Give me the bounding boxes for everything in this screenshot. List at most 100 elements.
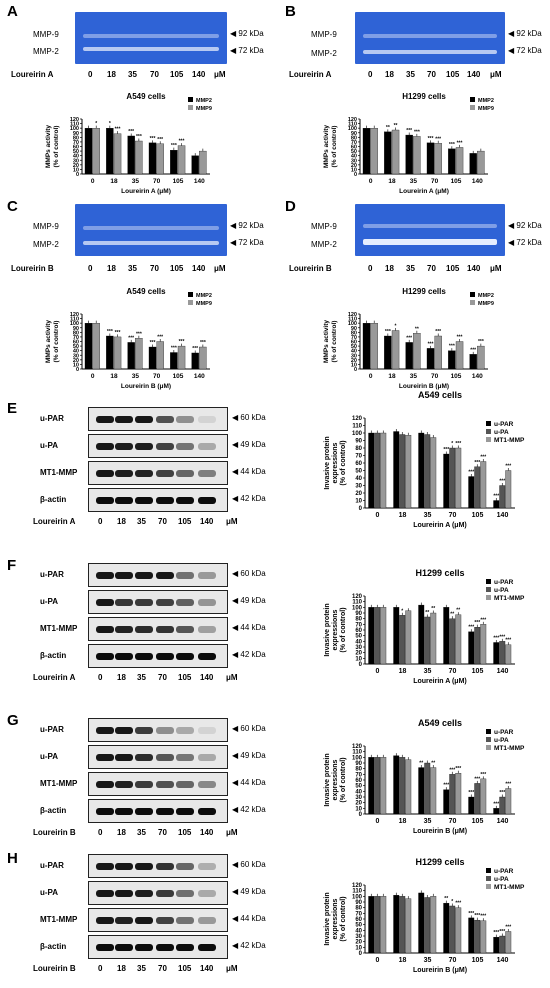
significance-mark: *** (179, 139, 185, 145)
y-tick-label: 30 (73, 158, 79, 164)
y-tick-label: 60 (355, 917, 362, 923)
bar (468, 796, 475, 815)
y-tick-label: 90 (73, 131, 79, 137)
bar (106, 128, 114, 175)
significance-mark: *** (107, 329, 113, 335)
x-tick-label: 0 (91, 178, 95, 185)
y-tick-label: 50 (355, 469, 362, 475)
kda-marker: ◀ 60 kDa (232, 860, 266, 869)
y-tick-label: 0 (354, 172, 357, 178)
bar (449, 905, 456, 954)
legend-label: u-PAR (494, 421, 514, 428)
conc-label: 0 (88, 70, 93, 79)
y-tick-label: 0 (76, 367, 79, 373)
blot-band (135, 889, 153, 897)
significance-mark: *** (449, 142, 455, 148)
significance-mark: *** (468, 911, 474, 917)
blot-band (135, 625, 153, 633)
bar (362, 323, 371, 370)
bar (455, 447, 462, 509)
bar (84, 128, 93, 175)
bar (413, 333, 421, 370)
legend-swatch (486, 587, 491, 592)
blot-strip (88, 563, 228, 587)
significance-mark: *** (435, 136, 441, 142)
bar (399, 757, 406, 815)
chart-title: A549 cells (418, 390, 462, 400)
bar (418, 767, 425, 815)
bar (113, 133, 122, 175)
kda-marker: ◀ 44 kDa (232, 914, 266, 923)
panel-letter-g: G (7, 712, 19, 729)
legend-swatch (486, 876, 491, 881)
x-tick-label: 0 (91, 373, 95, 380)
legend-swatch (486, 595, 491, 600)
conc-label: 70 (427, 264, 436, 273)
kda-marker: ◀ 49 kDa (232, 596, 266, 605)
bar (480, 778, 487, 815)
y-axis-label: (% of control) (331, 321, 338, 363)
gel-image-a (75, 12, 227, 64)
x-tick-label: 18 (388, 178, 396, 185)
blot-band (156, 943, 174, 951)
significance-mark: * (395, 324, 397, 330)
blot-band (96, 415, 114, 423)
legend-swatch (486, 884, 491, 889)
conc-label: 18 (385, 70, 394, 79)
bar (499, 485, 506, 509)
bar (474, 627, 481, 665)
conc-label: 0 (368, 70, 373, 79)
blot-band (176, 571, 194, 579)
y-axis-label: (% of control) (331, 126, 338, 168)
significance-mark: *** (157, 335, 163, 341)
y-tick-label: 100 (352, 894, 363, 900)
blot-band (135, 780, 153, 788)
x-tick-label: 35 (410, 373, 418, 380)
y-axis-label: MMPs activity (45, 125, 52, 168)
significance-mark: *** (499, 634, 505, 640)
significance-mark: ** (431, 761, 435, 767)
y-tick-label: 0 (359, 506, 363, 512)
bar (493, 808, 500, 815)
legend-swatch (470, 292, 475, 297)
significance-mark: *** (435, 329, 441, 335)
blot-strip (88, 644, 228, 668)
blot-band (115, 442, 133, 450)
significance-mark: *** (480, 455, 486, 461)
kda-marker: ◀ 49 kDa (232, 887, 266, 896)
blot-band (115, 726, 133, 734)
unit-label: μM (226, 517, 238, 526)
bar (405, 134, 413, 175)
bar (370, 323, 378, 370)
blot-band (198, 598, 216, 606)
blot-band (115, 862, 133, 870)
significance-mark: *** (455, 441, 461, 447)
gel-image-c (75, 204, 227, 256)
y-tick-label: 70 (355, 454, 362, 460)
conc-label: 35 (137, 517, 146, 526)
y-tick-label: 80 (351, 135, 357, 141)
kda-marker: ◀ 60 kDa (232, 569, 266, 578)
x-tick-label: 18 (388, 373, 396, 380)
x-tick-label: 18 (399, 668, 407, 675)
y-axis-label: Invasive protein (324, 603, 331, 656)
y-tick-label: 40 (355, 928, 362, 934)
blot-strip (88, 488, 228, 512)
y-tick-label: 60 (351, 340, 357, 346)
gel-row-label: MMP-9 (311, 222, 337, 231)
significance-mark: ** (431, 606, 435, 612)
legend-label: MT1-MMP (494, 884, 525, 891)
blot-band (156, 442, 174, 450)
bar (148, 346, 157, 370)
bar (499, 796, 506, 815)
y-tick-label: 50 (73, 149, 79, 155)
y-tick-label: 110 (352, 889, 362, 895)
bar (368, 432, 375, 509)
bar (374, 896, 381, 954)
y-tick-label: 90 (351, 326, 357, 332)
y-tick-label: 70 (355, 911, 362, 917)
significance-mark: ** (386, 125, 390, 131)
legend-label: u-PAR (494, 729, 514, 736)
y-tick-label: 120 (352, 594, 363, 600)
blot-strip (88, 772, 228, 796)
